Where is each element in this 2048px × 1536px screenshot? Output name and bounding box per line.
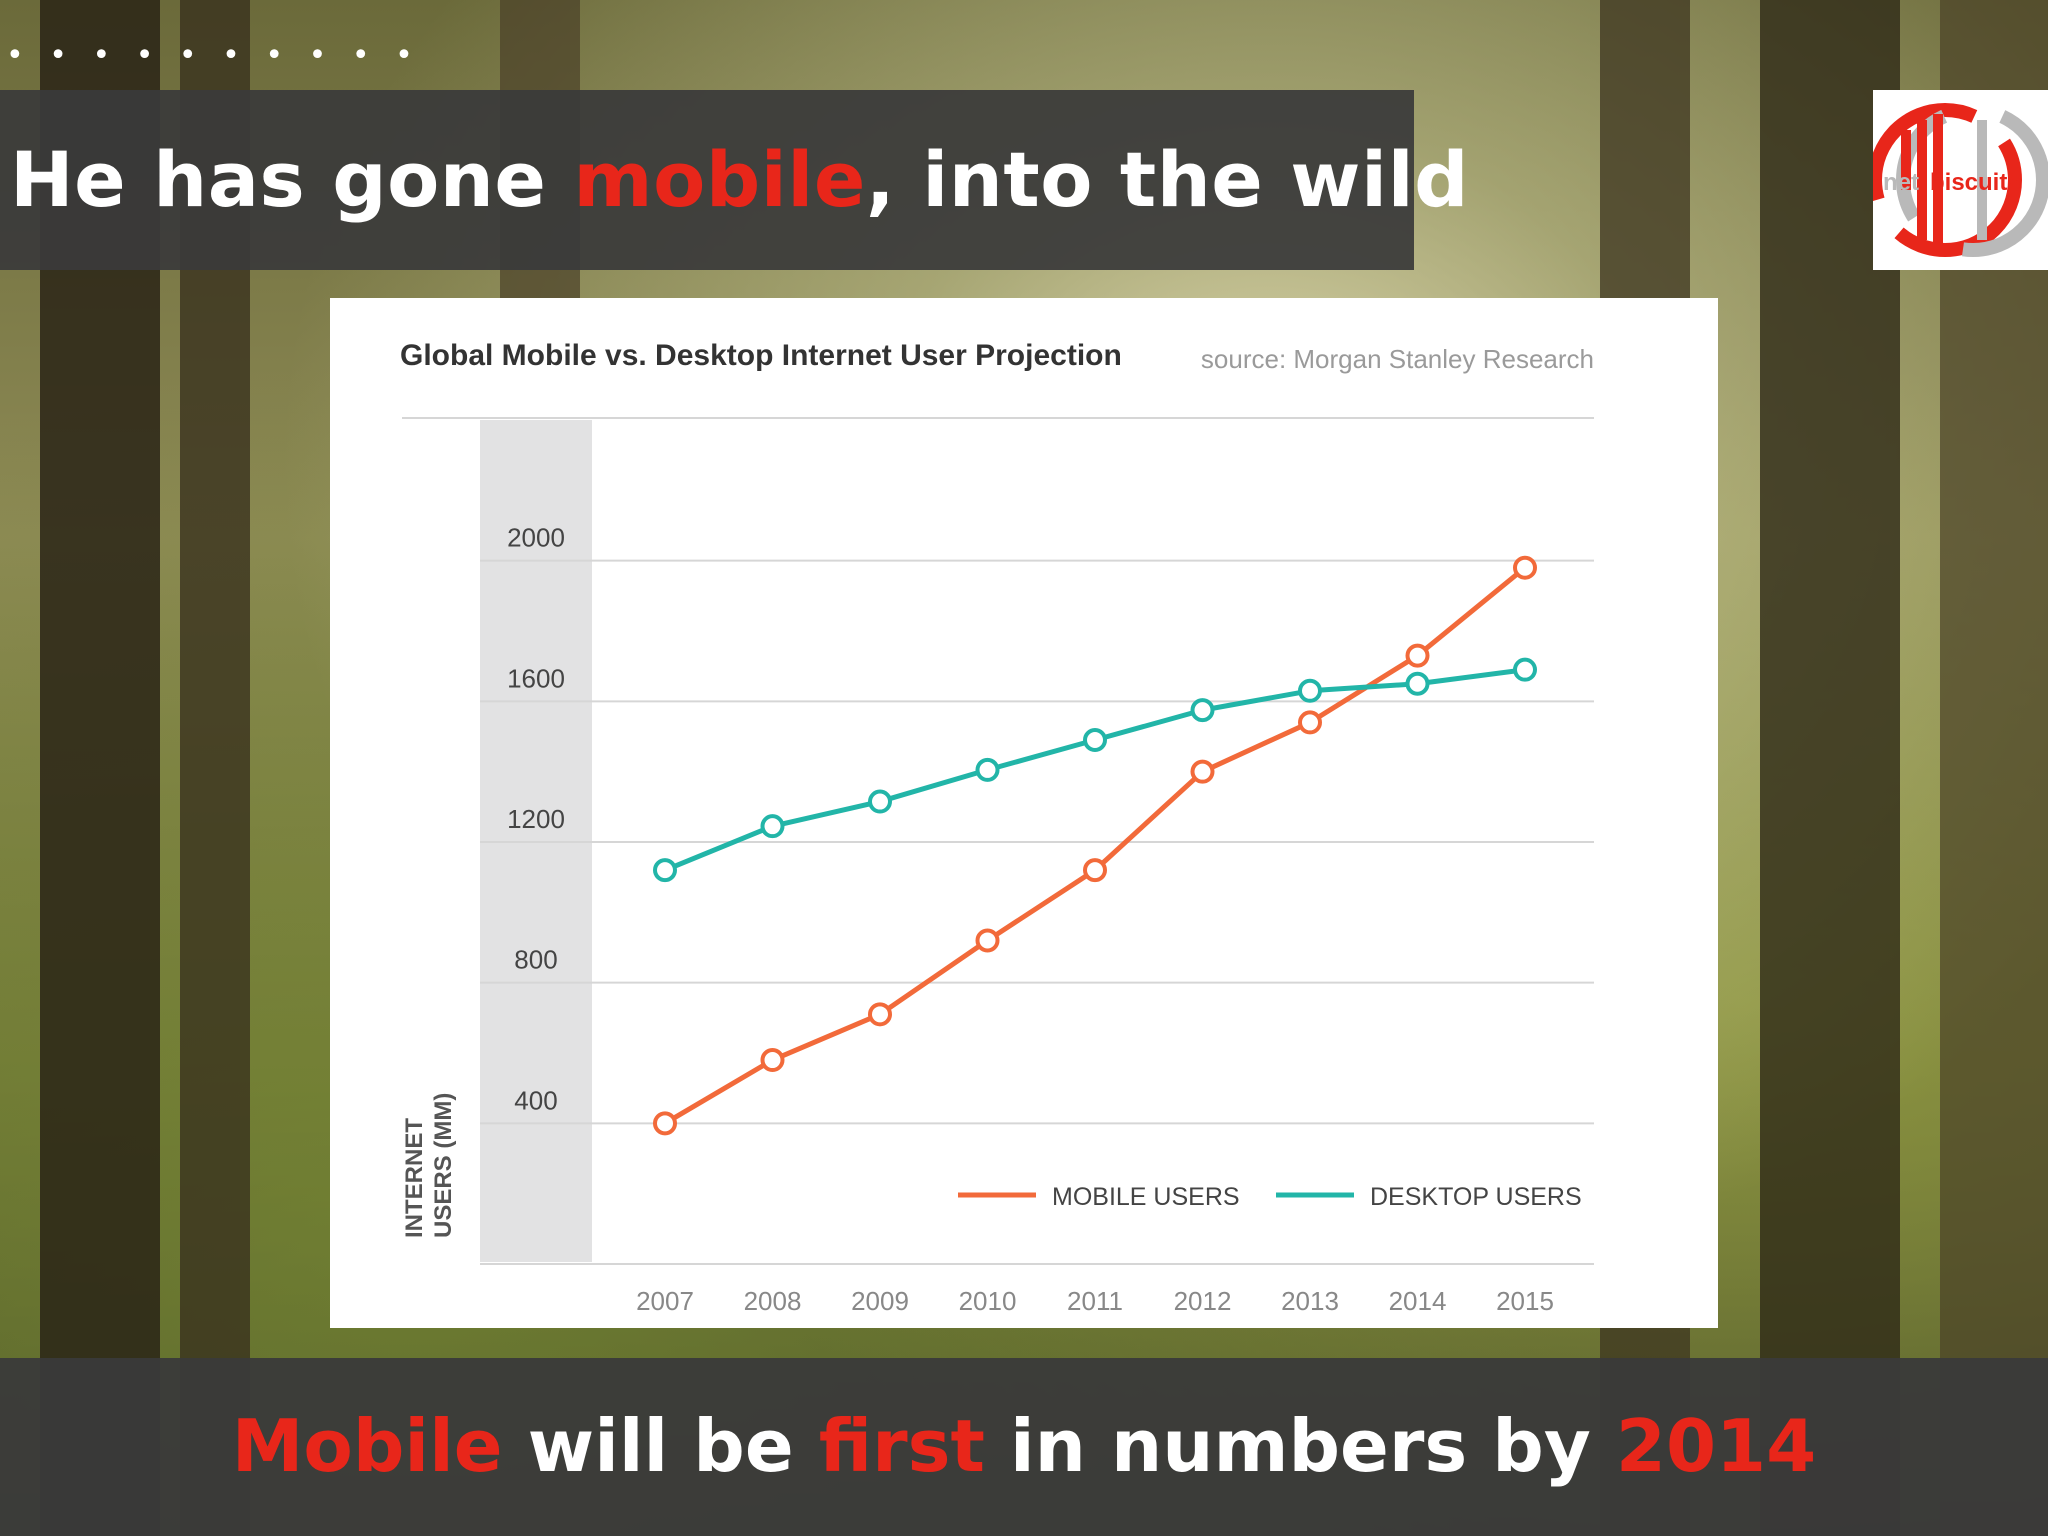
x-tick-label-2011: 2011 <box>1067 1286 1123 1316</box>
logo-bar-3 <box>1933 114 1943 244</box>
y-axis-label-line2: USERS (MM) <box>430 1093 457 1238</box>
point-desktop-users-2007 <box>653 858 677 883</box>
x-tick-label-2015: 2015 <box>1496 1286 1554 1316</box>
x-tick-label-2009: 2009 <box>851 1286 909 1316</box>
legend-label-desktop-users: DESKTOP USERS <box>1370 1183 1582 1211</box>
logo-text-biscuits: biscuits <box>1930 169 2021 196</box>
point-mobile-users-2014 <box>1405 643 1430 668</box>
progress-dots: • • • • • • • • • • <box>6 38 421 73</box>
caption-text-1: will be <box>502 1404 819 1488</box>
x-tick-label-2008: 2008 <box>744 1286 802 1316</box>
point-mobile-users-2010 <box>975 928 1000 953</box>
series-line-mobile-users <box>663 565 1527 1126</box>
caption-word-first: first <box>818 1404 985 1488</box>
point-mobile-users-2008 <box>760 1048 785 1073</box>
point-mobile-users-2011 <box>1083 858 1107 883</box>
chart-panel: 400 800 1200 1600 2000 2007 2008 2009 2010 2011 2… <box>330 298 1718 1328</box>
point-desktop-users-2011 <box>1083 728 1107 753</box>
point-desktop-users-2015 <box>1513 657 1537 682</box>
title-bar <box>0 90 1414 270</box>
title-post: , into the wild <box>865 135 1470 224</box>
point-mobile-users-2009 <box>868 1002 892 1027</box>
gridlines <box>480 559 1594 1125</box>
point-desktop-users-2009 <box>868 789 892 814</box>
logo-text-net: net <box>1883 169 1919 196</box>
x-tick-label-2014: 2014 <box>1389 1286 1447 1316</box>
chart-title: Global Mobile vs. Desktop Internet User … <box>400 339 1122 372</box>
series-lines <box>663 565 1527 1126</box>
y-tick-label-2000: 2000 <box>507 523 565 553</box>
caption-word-year: 2014 <box>1615 1404 1817 1488</box>
bottom-bar <box>0 1358 2048 1536</box>
y-tick-label-1600: 1600 <box>507 663 565 693</box>
point-mobile-users-2015 <box>1513 555 1537 580</box>
logo-mark: net biscuits <box>1868 103 2048 257</box>
chart-legend: MOBILE USERS DESKTOP USERS <box>958 1183 1582 1211</box>
logo-circle-left <box>1868 103 2022 257</box>
y-tick-label-800: 800 <box>514 945 557 975</box>
point-desktop-users-2013 <box>1298 678 1322 703</box>
point-mobile-users-2013 <box>1298 710 1322 735</box>
chart-source: source: Morgan Stanley Research <box>1201 344 1594 374</box>
y-tick-label-400: 400 <box>514 1085 557 1115</box>
series-points <box>653 555 1537 1136</box>
point-desktop-users-2014 <box>1405 671 1430 696</box>
caption-word-mobile: Mobile <box>231 1404 503 1488</box>
series-line-desktop-users <box>664 667 1526 873</box>
point-desktop-users-2010 <box>975 757 1000 782</box>
logo-bar-1 <box>1901 130 1911 190</box>
slide-title: He has gone mobile, into the wild <box>10 125 1469 235</box>
logo-bar-2 <box>1917 120 1927 240</box>
bottom-caption: Mobile will be first in numbers by 2014 <box>0 1396 2048 1496</box>
x-tick-label-2007: 2007 <box>636 1286 694 1316</box>
x-tick-labels: 2007 2008 2009 2010 2011 2012 2013 2014 2015 <box>636 1286 1554 1316</box>
netbiscuits-logo: net biscuits <box>1868 90 2048 270</box>
y-tick-labels: 400 800 1200 1600 2000 <box>507 523 565 1116</box>
caption-text-2: in numbers by <box>984 1404 1616 1488</box>
x-tick-label-2012: 2012 <box>1174 1286 1232 1316</box>
y-tick-label-1200: 1200 <box>507 804 565 834</box>
y-axis-label-line1: INTERNET <box>401 1118 428 1238</box>
point-mobile-users-2012 <box>1190 759 1215 784</box>
legend-label-mobile-users: MOBILE USERS <box>1052 1183 1240 1211</box>
point-desktop-users-2012 <box>1190 698 1215 723</box>
logo-bar-4 <box>1977 120 1987 240</box>
x-tick-label-2010: 2010 <box>959 1286 1017 1316</box>
point-desktop-users-2008 <box>760 814 785 839</box>
point-mobile-users-2007 <box>653 1111 677 1136</box>
title-pre: He has gone <box>10 135 574 224</box>
title-accent: mobile <box>573 135 866 224</box>
x-tick-label-2013: 2013 <box>1281 1286 1339 1316</box>
